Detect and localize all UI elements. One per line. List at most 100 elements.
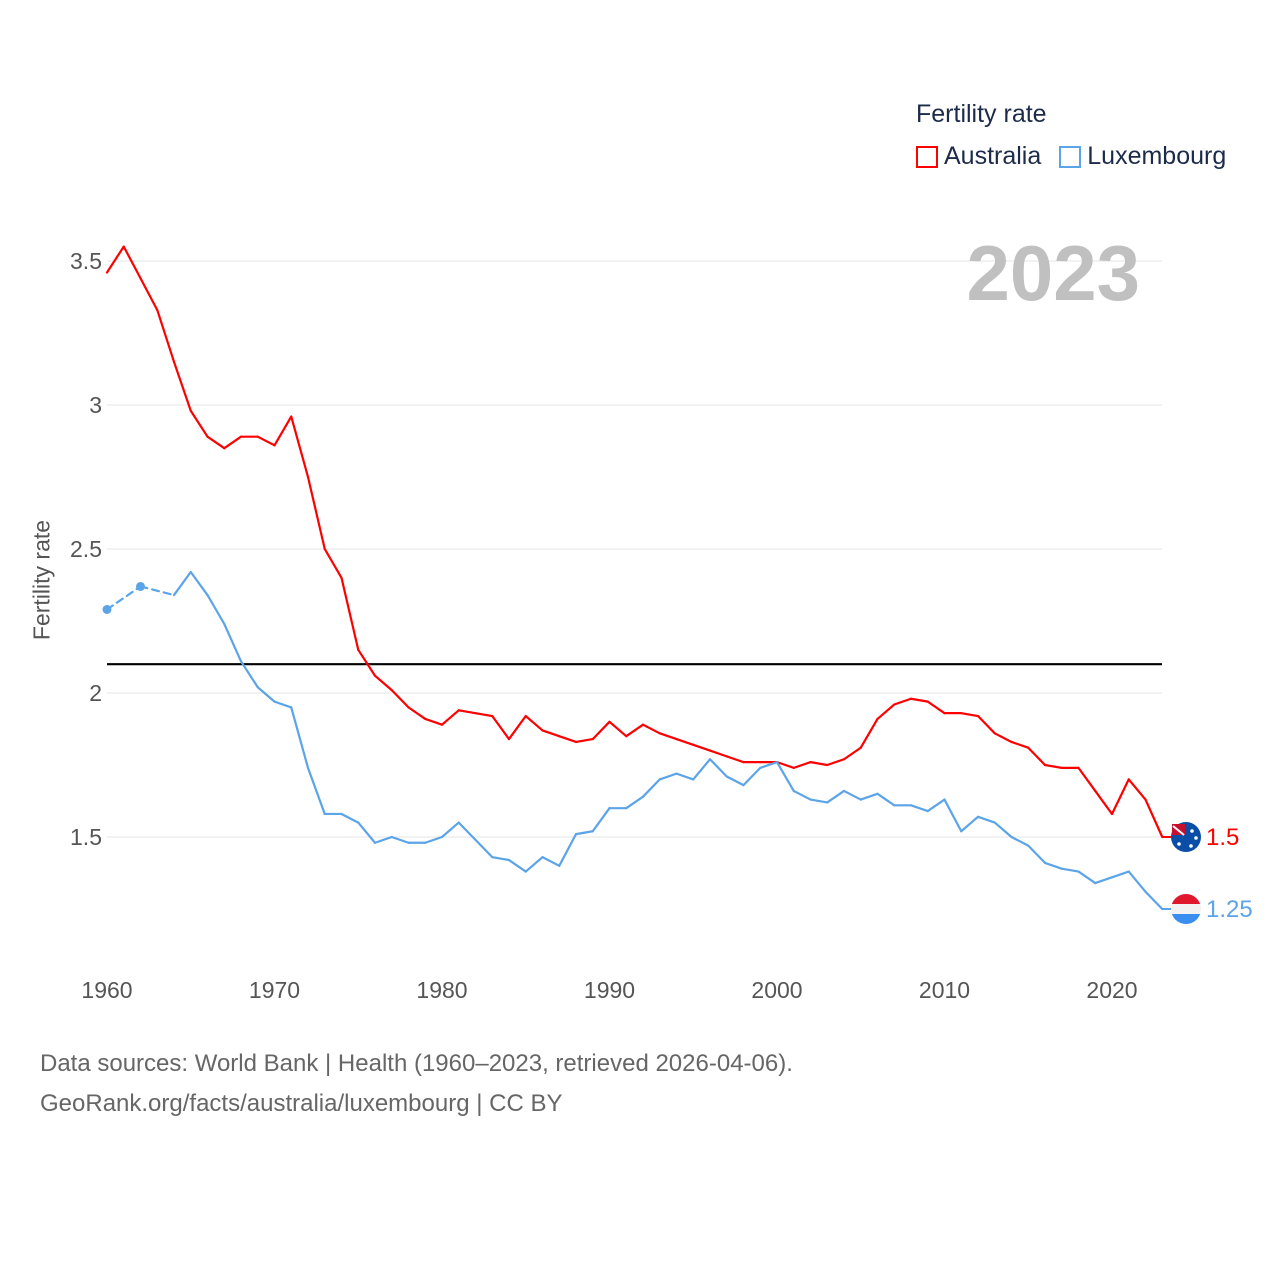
luxembourg-line-segment — [440, 821, 460, 839]
luxembourg-line-segment — [1094, 876, 1114, 885]
australia-line-segment — [775, 761, 795, 769]
luxembourg-line-segment — [675, 772, 695, 781]
australia-line-segment — [189, 409, 209, 438]
australia-line-segment — [993, 732, 1013, 744]
australia-line-segment — [876, 703, 896, 721]
luxembourg-line-segment — [491, 856, 511, 862]
australia-line-segment — [172, 360, 192, 412]
australia-line-segment — [1094, 789, 1114, 816]
luxembourg-line-segment — [943, 798, 963, 833]
australia-line-segment — [909, 697, 929, 703]
australia-line-segment — [960, 712, 980, 718]
australia-line-segment — [290, 415, 310, 479]
legend-swatch-luxembourg — [1059, 145, 1082, 168]
luxembourg-line-segment — [591, 807, 611, 833]
australia-line-segment — [223, 435, 243, 450]
australia-line-segment — [1043, 763, 1063, 769]
legend-item-australia[interactable]: Australia — [916, 142, 1041, 171]
luxembourg-line-segment — [926, 798, 946, 813]
australia-line-segment — [976, 714, 996, 735]
australia-flag-star — [1190, 829, 1194, 833]
luxembourg-line-segment — [424, 835, 444, 844]
data-source: Data sources: World Bank | Health (1960–… — [40, 1050, 793, 1077]
luxembourg-line-segment — [759, 761, 779, 769]
australia-line-segment — [926, 700, 946, 715]
legend-item-luxembourg[interactable]: Luxembourg — [1059, 142, 1226, 171]
luxembourg-line-segment — [189, 570, 209, 597]
luxembourg-line-segment — [541, 856, 561, 867]
luxembourg-line-segment — [290, 706, 310, 769]
australia-line-segment — [122, 245, 142, 280]
luxembourg-data-point — [136, 581, 145, 591]
australia-line-segment — [440, 709, 460, 726]
x-tick-label: 1970 — [249, 977, 300, 1003]
australia-line-segment — [893, 697, 913, 706]
luxembourg-line-segment — [1077, 870, 1097, 885]
australia-line-segment — [206, 435, 226, 450]
luxembourg-line-segment — [976, 815, 996, 824]
australia-line-segment — [692, 743, 712, 752]
australia-line-segment — [407, 706, 427, 721]
australia-line-segment — [708, 749, 728, 758]
luxembourg-line-segment — [1110, 870, 1130, 879]
luxembourg-line-segment — [742, 766, 762, 787]
legend-swatch-australia — [916, 145, 938, 168]
australia-line-segment — [658, 732, 678, 741]
luxembourg-line-segment — [775, 761, 795, 793]
australia-line-segment — [105, 245, 125, 274]
luxembourg-line-segment — [558, 833, 578, 867]
luxembourg-line-segment — [708, 758, 728, 778]
luxembourg-line-segment — [239, 660, 259, 689]
luxembourg-line-segment — [692, 758, 712, 781]
luxembourg-line-segment — [457, 821, 477, 841]
australia-line-segment — [156, 308, 176, 363]
luxembourg-line-segment — [306, 766, 326, 816]
y-tick-label: 3 — [89, 392, 102, 418]
luxembourg-line-segment — [658, 772, 678, 781]
y-tick-label: 1.5 — [70, 824, 102, 850]
luxembourg-line-segment — [826, 789, 846, 804]
australia-line-segment — [591, 720, 611, 741]
australia-line-segment — [625, 723, 645, 738]
australia-line-segment — [1010, 740, 1030, 749]
legend: Australia Luxembourg — [916, 142, 1226, 171]
luxembourg-line-segment — [625, 795, 645, 810]
australia-line-segment — [390, 689, 410, 709]
australia-line-segment — [1144, 798, 1164, 839]
australia-line-segment — [340, 576, 360, 651]
luxembourg-flag-blue — [1171, 914, 1201, 924]
australia-line-segment — [675, 737, 695, 746]
luxembourg-line-segment — [574, 830, 594, 836]
y-tick-label: 3.5 — [70, 248, 102, 274]
luxembourg-line-segment — [993, 821, 1013, 839]
luxembourg-line-segment — [1144, 890, 1164, 911]
luxembourg-line-segment — [725, 775, 745, 787]
australia-line-segment — [859, 717, 879, 749]
footer: Data sources: World Bank | Health (1960–… — [40, 1044, 793, 1124]
luxembourg-line-segment — [256, 686, 276, 703]
australia-line-segment — [256, 435, 276, 447]
luxembourg-line-segment — [223, 622, 243, 663]
x-tick-label: 2000 — [751, 977, 802, 1003]
luxembourg-line-segment — [206, 593, 226, 625]
luxembourg-data-point — [102, 604, 112, 614]
luxembourg-line-segment — [1127, 870, 1147, 893]
luxembourg-line-segment — [524, 856, 544, 873]
luxembourg-line-segment — [1010, 835, 1030, 847]
luxembourg-line-segment — [641, 778, 661, 798]
australia-line-segment — [457, 709, 477, 715]
australia-line-segment — [491, 714, 511, 741]
luxembourg-line-segment — [390, 835, 410, 844]
australia-line-segment — [1077, 766, 1097, 793]
luxembourg-line-segment — [172, 570, 192, 597]
luxembourg-line-segment — [105, 585, 142, 611]
australia-line-segment — [1127, 778, 1147, 801]
source-link[interactable]: GeoRank.org/facts/australia/luxembourg |… — [40, 1090, 563, 1117]
luxembourg-line-segment — [1060, 867, 1080, 873]
x-tick-label: 1960 — [81, 977, 132, 1003]
luxembourg-line-segment — [809, 798, 829, 804]
luxembourg-line-segment — [859, 792, 879, 801]
australia-line-segment — [1027, 746, 1047, 767]
australia-line-segment — [373, 674, 393, 692]
